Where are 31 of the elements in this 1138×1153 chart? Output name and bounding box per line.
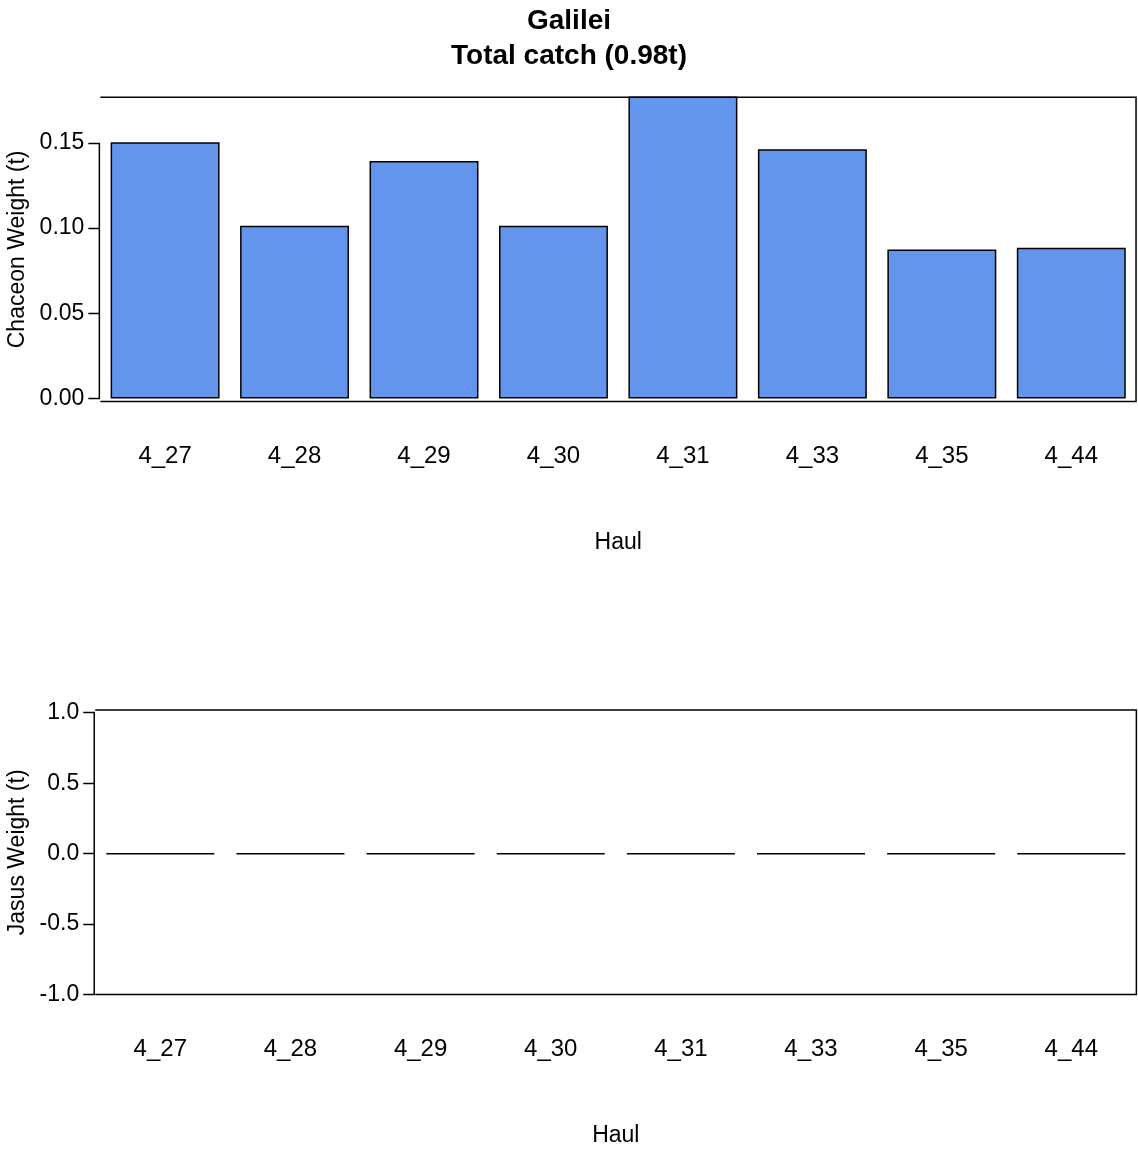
y-axis-title: Jasus Weight (t) <box>3 769 30 936</box>
x-axis-title: Haul <box>594 527 642 554</box>
x-tick-label: 4_35 <box>915 440 969 468</box>
y-tick-label: 0.00 <box>39 383 85 410</box>
x-tick-label: 4_44 <box>1044 1033 1098 1061</box>
y-tick-label: 0.10 <box>39 213 85 240</box>
y-axis-title: Chaceon Weight (t) <box>3 150 30 349</box>
x-tick-label: 4_33 <box>784 1033 838 1061</box>
chart-subtitle: Total catch (0.98t) <box>451 39 687 71</box>
x-tick-label: 4_30 <box>526 440 581 468</box>
x-tick-label: 4_30 <box>524 1033 578 1061</box>
x-tick-label: 4_35 <box>914 1033 968 1061</box>
x-tick-label: 4_31 <box>654 1033 708 1061</box>
x-tick-label: 4_44 <box>1044 440 1098 468</box>
y-tick-label: 0.15 <box>39 128 85 155</box>
x-tick-label: 4_29 <box>397 440 451 468</box>
y-tick-label: 0.05 <box>39 298 85 325</box>
x-tick-label: 4_27 <box>133 1033 187 1061</box>
y-tick-label: 0.5 <box>47 768 80 795</box>
x-tick-label: 4_28 <box>263 1033 318 1061</box>
y-tick-label: -0.5 <box>39 909 80 936</box>
x-tick-label: 4_33 <box>785 440 840 468</box>
x-tick-label: 4_31 <box>656 440 710 468</box>
x-tick-label: 4_29 <box>393 1033 448 1061</box>
y-tick-label: 0.0 <box>47 839 80 866</box>
x-tick-label: 4_28 <box>267 440 322 468</box>
x-tick-label: 4_27 <box>138 440 192 468</box>
y-tick-label: -1.0 <box>39 979 80 1006</box>
chart-title: Galilei <box>526 3 612 35</box>
y-tick-label: 1.0 <box>47 698 80 725</box>
x-axis-title: Haul <box>592 1120 640 1147</box>
